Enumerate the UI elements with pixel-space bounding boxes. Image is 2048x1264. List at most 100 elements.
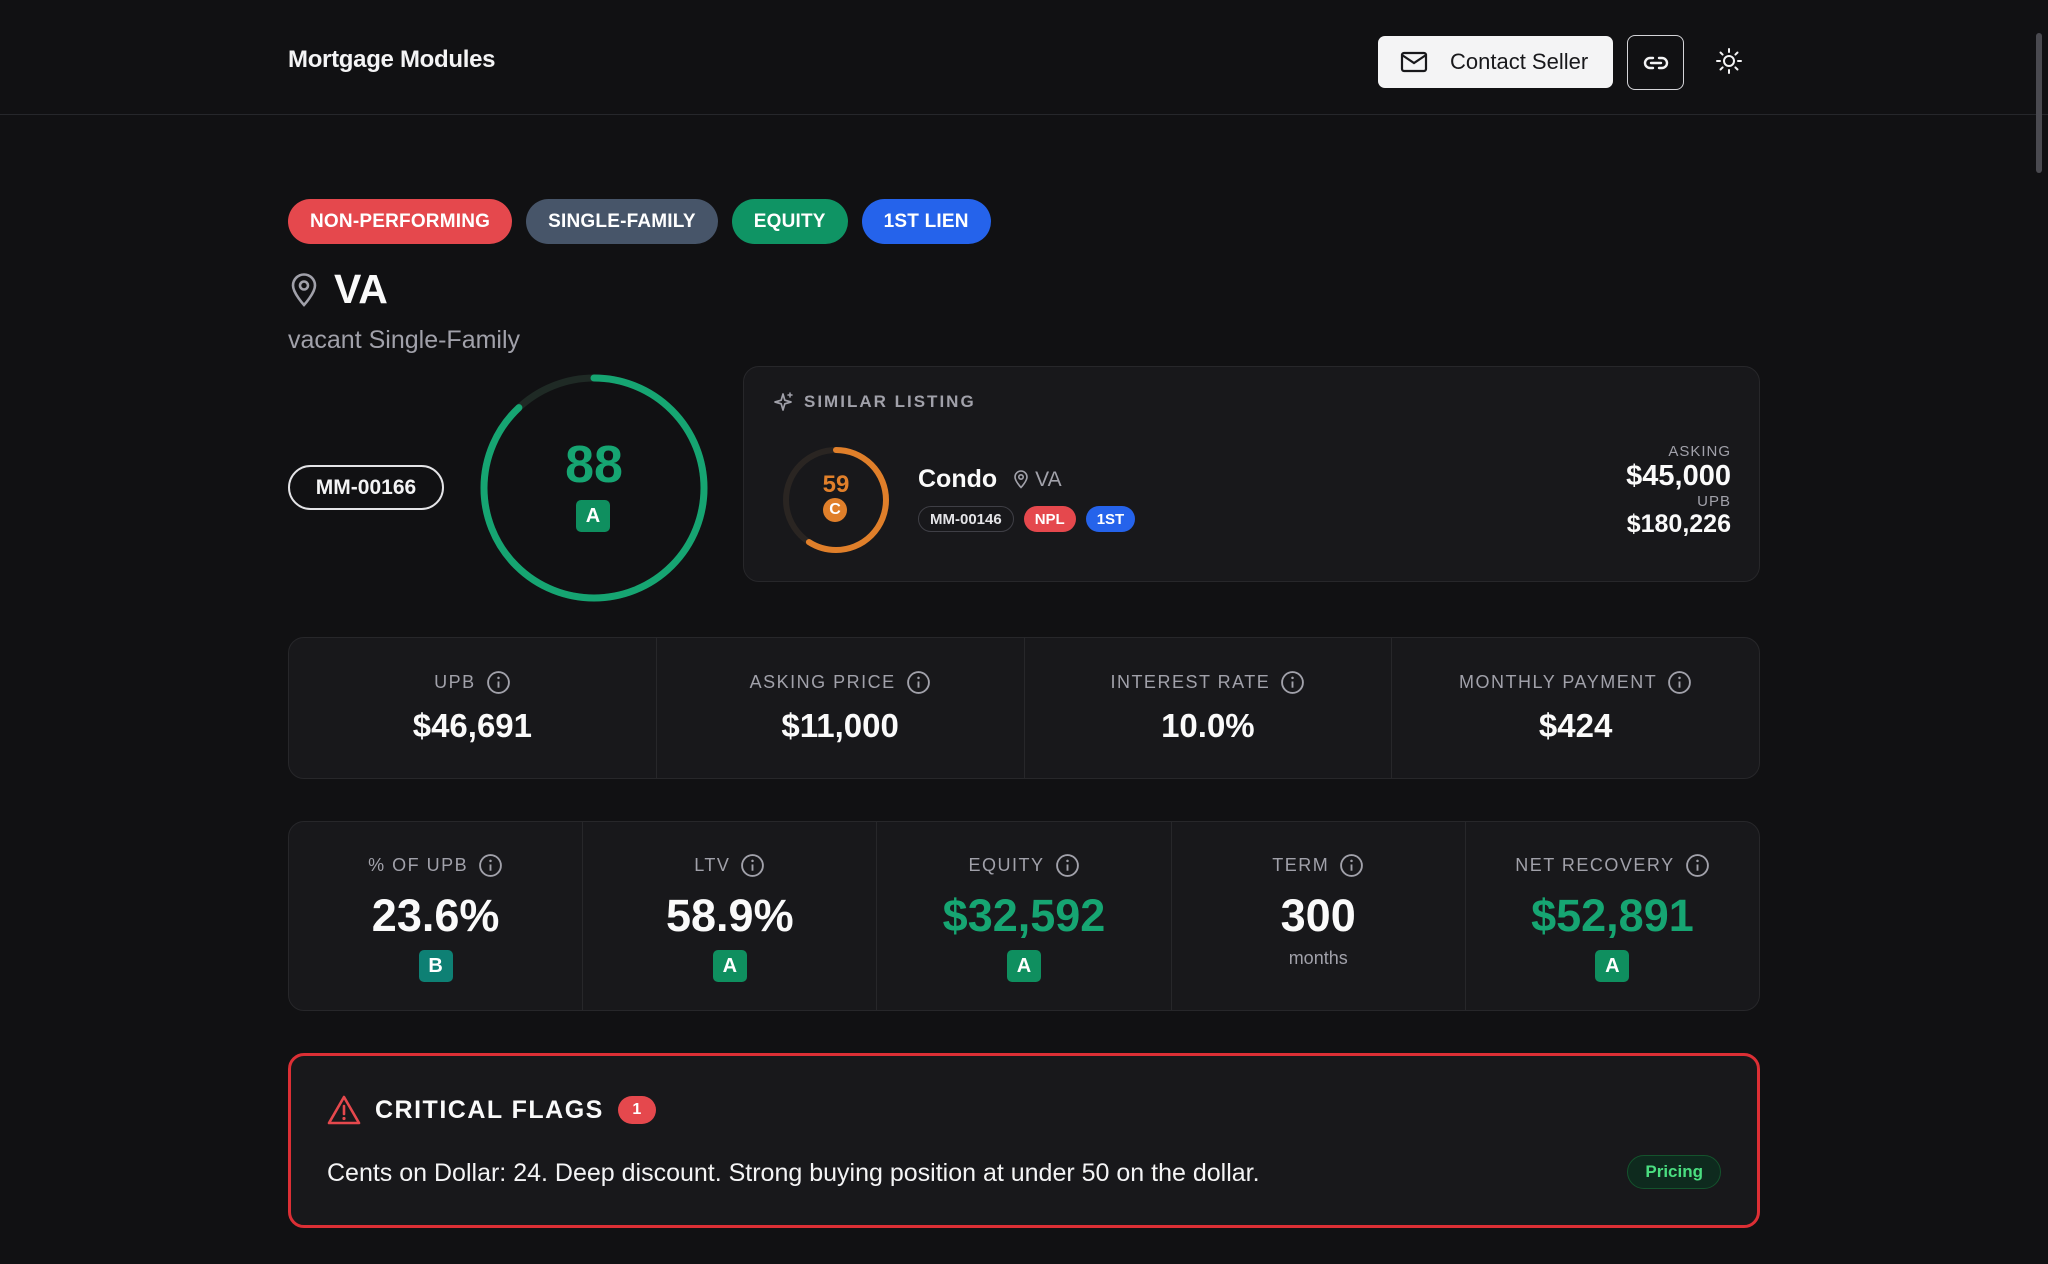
similar-score: 59 (822, 471, 850, 498)
similar-asking-label: ASKING (1668, 443, 1731, 460)
similar-listing-card[interactable]: SIMILAR LISTING 59 C Condo VA MM-00146 N… (743, 366, 1760, 582)
similar-lien-badge: 1ST (1085, 506, 1136, 532)
copy-link-button[interactable] (1627, 35, 1684, 90)
info-icon[interactable] (1667, 670, 1692, 695)
link-icon (1643, 56, 1668, 69)
metric-value: 10.0% (1161, 707, 1255, 744)
critical-flag-category-badge: Pricing (1627, 1155, 1721, 1189)
metric-label: MONTHLY PAYMENT (1392, 670, 1759, 695)
metric-label-text: INTEREST RATE (1110, 672, 1271, 692)
similar-score-ring (783, 447, 889, 553)
metric-upb: UPB $46,691 (289, 638, 657, 778)
metric-grade: B (418, 950, 453, 982)
metric-percent-of-upb: % OF UPB 23.6% B (289, 822, 584, 1010)
metric-label: NET RECOVERY (1466, 853, 1759, 878)
metric-label: UPB (289, 670, 656, 695)
metric-label-text: ASKING PRICE (749, 672, 896, 692)
metric-term: TERM 300 months (1172, 822, 1466, 1010)
score-ring-arc (480, 374, 708, 602)
listing-tags: NON-PERFORMING SINGLE-FAMILY EQUITY 1ST … (288, 199, 991, 244)
deal-score-grade: A (576, 500, 610, 532)
metric-grade: A (712, 950, 747, 982)
metric-unit: months (1288, 948, 1348, 968)
property-subtitle: vacant Single-Family (288, 326, 521, 354)
metric-label-text: MONTHLY PAYMENT (1459, 672, 1658, 692)
secondary-metrics-panel: % OF UPB 23.6% B LTV 58.9% A EQUITY $32,… (288, 821, 1760, 1011)
similar-npl-badge: NPL (1023, 506, 1076, 532)
page-title: VA (334, 266, 388, 312)
contact-seller-label: Contact Seller (1450, 49, 1589, 74)
tag-first-lien: 1ST LIEN (861, 199, 991, 244)
similar-listing-heading: SIMILAR LISTING (772, 391, 976, 413)
tag-non-performing: NON-PERFORMING (288, 199, 513, 244)
info-icon[interactable] (906, 670, 931, 695)
metric-grade: A (1007, 950, 1041, 982)
metric-label: EQUITY (877, 853, 1170, 878)
metric-equity: EQUITY $32,592 A (877, 822, 1172, 1010)
location-heading: VA (288, 266, 388, 313)
critical-flags-panel: CRITICAL FLAGS 1 Cents on Dollar: 24. De… (288, 1053, 1760, 1228)
similar-upb-value: $180,226 (1626, 510, 1731, 539)
similar-location: VA (1013, 467, 1062, 492)
metric-interest-rate: INTEREST RATE 10.0% (1025, 638, 1393, 778)
listing-id-badge[interactable]: MM-00166 (288, 465, 444, 510)
deal-score: 88 (565, 436, 623, 494)
similar-badges: MM-00146 NPL 1ST (918, 506, 1136, 532)
metric-net-recovery: NET RECOVERY $52,891 A (1466, 822, 1759, 1010)
metric-label-text: UPB (434, 672, 476, 692)
critical-flags-count: 1 (617, 1096, 656, 1124)
metric-grade: A (1595, 950, 1630, 982)
similar-property-type: Condo (918, 465, 998, 493)
metric-label: TERM (1172, 853, 1465, 878)
theme-toggle-button[interactable] (1712, 44, 1746, 78)
metric-value: $46,691 (412, 707, 533, 744)
similar-asking-value: $45,000 (1626, 460, 1731, 492)
similar-id-badge: MM-00146 (918, 506, 1014, 532)
metric-label: % OF UPB (289, 853, 582, 878)
critical-flags-heading: CRITICAL FLAGS 1 (327, 1094, 656, 1126)
contact-seller-button[interactable]: Contact Seller (1378, 36, 1613, 88)
score-ring (480, 374, 708, 602)
similar-upb-label: UPB (1697, 493, 1731, 511)
map-pin-icon (1014, 470, 1028, 489)
metric-label-text: TERM (1272, 855, 1330, 875)
metric-asking-price: ASKING PRICE $11,000 (657, 638, 1025, 778)
tag-equity: EQUITY (731, 199, 848, 244)
metric-monthly-payment: MONTHLY PAYMENT $424 (1392, 638, 1759, 778)
similar-location-text: VA (1035, 467, 1062, 491)
metric-value: $52,891 (1531, 890, 1694, 941)
brand-title[interactable]: Mortgage Modules (288, 46, 496, 73)
info-icon[interactable] (1280, 670, 1305, 695)
critical-flag-text: Cents on Dollar: 24. Deep discount. Stro… (327, 1159, 1260, 1187)
metric-grade-wrap: A (877, 950, 1170, 982)
metric-label-text: EQUITY (968, 855, 1045, 875)
metric-grade-wrap: A (583, 950, 876, 982)
metric-label-text: % OF UPB (368, 855, 469, 875)
similar-listing-label: SIMILAR LISTING (804, 392, 976, 411)
tag-single-family: SINGLE-FAMILY (526, 199, 718, 244)
metric-grade-wrap: B (289, 950, 582, 982)
info-icon[interactable] (1339, 853, 1364, 878)
info-icon[interactable] (740, 853, 765, 878)
critical-flags-title: CRITICAL FLAGS (375, 1095, 604, 1124)
metric-value: 58.9% (666, 890, 794, 941)
metric-label: INTEREST RATE (1025, 670, 1392, 695)
info-icon[interactable] (478, 853, 503, 878)
info-icon[interactable] (1055, 853, 1080, 878)
similar-score-ring-arc (783, 447, 889, 553)
metric-ltv: LTV 58.9% A (583, 822, 878, 1010)
metric-value: 23.6% (371, 890, 500, 941)
metric-value: $424 (1538, 707, 1613, 744)
page-scrollbar[interactable] (2036, 33, 2042, 173)
alert-triangle-icon (327, 1095, 361, 1125)
metric-label: ASKING PRICE (657, 670, 1024, 695)
metric-label-text: NET RECOVERY (1515, 855, 1675, 875)
top-header: Mortgage Modules Contact Seller (0, 0, 2048, 115)
similar-score-grade: C (823, 498, 847, 522)
metric-label: LTV (583, 853, 876, 878)
sun-icon (1716, 48, 1742, 74)
info-icon[interactable] (1685, 853, 1710, 878)
metric-value: 300 (1280, 890, 1356, 941)
info-icon[interactable] (486, 670, 511, 695)
metric-value: $11,000 (781, 707, 899, 744)
